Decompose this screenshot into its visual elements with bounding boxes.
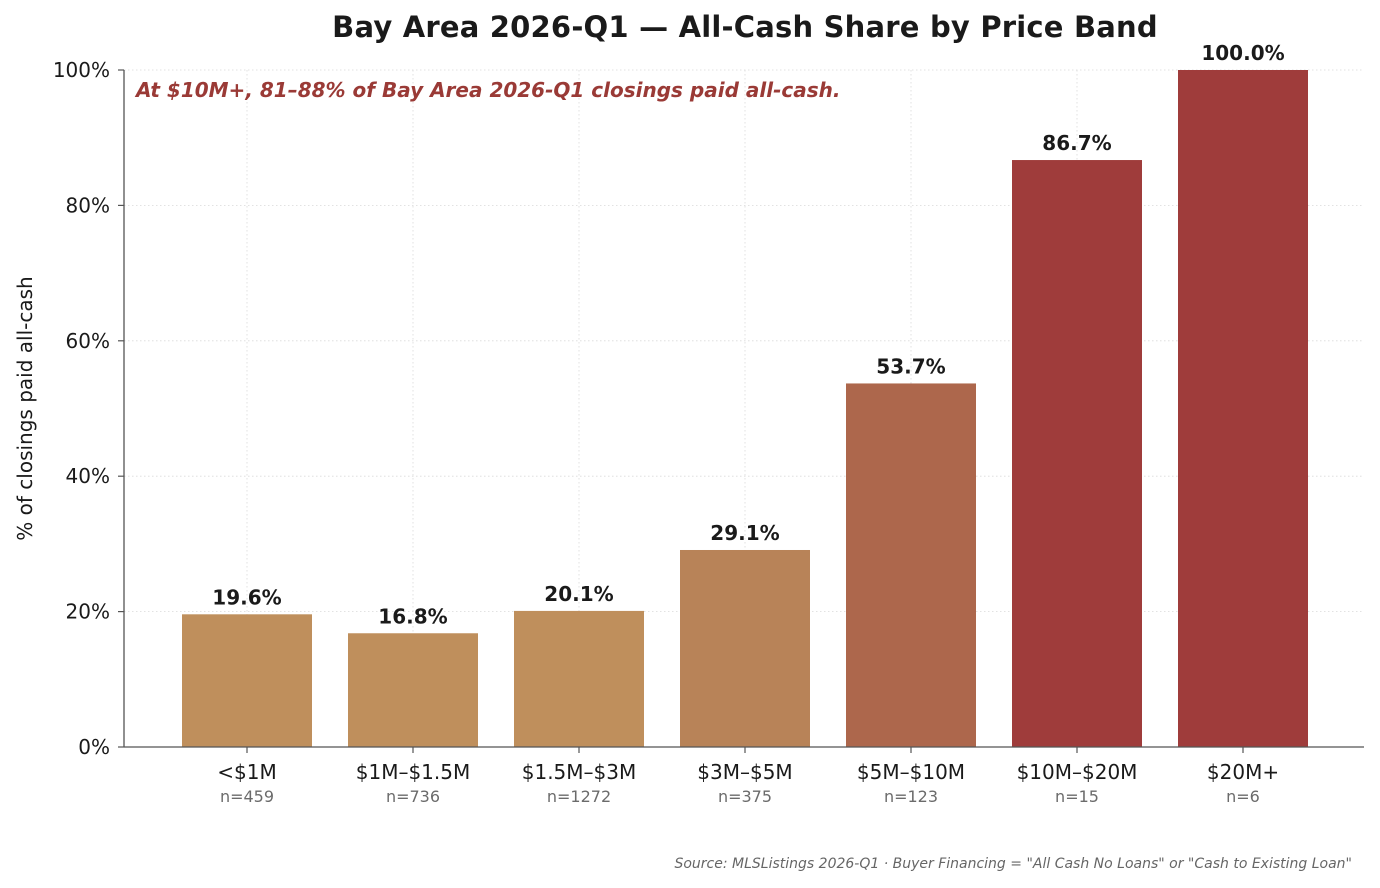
x-tick-label: <$1M	[217, 760, 276, 784]
bar-4	[680, 549, 810, 747]
sample-size-label: n=736	[386, 787, 440, 806]
sample-size-label: n=1272	[547, 787, 611, 806]
y-tick-label: 60%	[66, 329, 110, 353]
data-label: 19.6%	[212, 585, 281, 609]
bar-7	[1178, 70, 1308, 747]
bar-5	[846, 383, 976, 747]
bar-6	[1012, 160, 1142, 747]
annotation-text: At $10M+, 81–88% of Bay Area 2026-Q1 clo…	[134, 78, 840, 102]
data-label: 29.1%	[710, 521, 779, 545]
sample-size-label: n=123	[884, 787, 938, 806]
y-tick-label: 20%	[66, 600, 110, 624]
sample-size-label: n=459	[220, 787, 274, 806]
data-label: 100.0%	[1201, 41, 1284, 65]
bar-3	[514, 610, 644, 747]
x-tick-label: $20M+	[1207, 760, 1279, 784]
data-label: 53.7%	[876, 354, 945, 378]
sample-size-label: n=6	[1226, 787, 1260, 806]
chart-title: Bay Area 2026-Q1 — All-Cash Share by Pri…	[332, 10, 1158, 44]
x-tick-label: $1.5M–$3M	[522, 760, 637, 784]
data-label: 16.8%	[378, 604, 447, 628]
y-tick-label: 100%	[53, 58, 110, 82]
data-label: 20.1%	[544, 582, 613, 606]
sample-size-label: n=15	[1055, 787, 1099, 806]
sample-size-label: n=375	[718, 787, 772, 806]
bar-1	[182, 614, 312, 747]
y-tick-label: 0%	[78, 735, 110, 759]
x-tick-label: $1M–$1.5M	[356, 760, 471, 784]
bar-2	[348, 633, 478, 747]
x-tick-label: $10M–$20M	[1017, 760, 1138, 784]
y-tick-label: 80%	[66, 193, 110, 217]
y-axis-label: % of closings paid all-cash	[13, 276, 37, 540]
x-tick-label: $3M–$5M	[697, 760, 792, 784]
source-note: Source: MLSListings 2026-Q1 · Buyer Fina…	[674, 856, 1352, 872]
x-tick-label: $5M–$10M	[857, 760, 965, 784]
data-label: 86.7%	[1042, 131, 1111, 155]
y-tick-label: 40%	[66, 464, 110, 488]
